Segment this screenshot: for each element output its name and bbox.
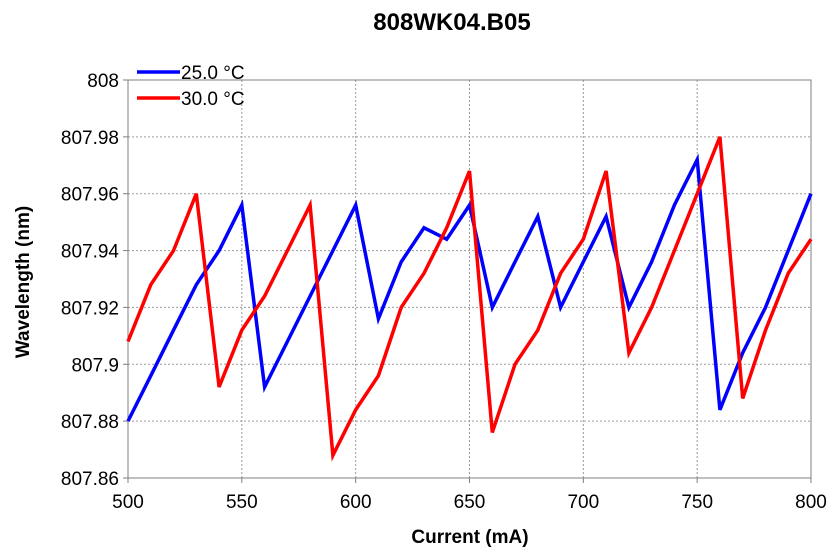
x-tick-label: 800 xyxy=(795,492,827,513)
y-tick-label: 807.96 xyxy=(61,185,119,206)
x-tick-label: 700 xyxy=(567,492,599,513)
grid xyxy=(128,80,811,478)
legend-label-1: 25.0 °C xyxy=(181,63,245,84)
series-line-2 xyxy=(126,136,813,462)
y-axis-title: Wavelength (nm) xyxy=(13,206,34,358)
series-line-1 xyxy=(126,153,813,422)
x-tick-label: 600 xyxy=(340,492,372,513)
chart-title: 808WK04.B05 xyxy=(373,9,530,36)
y-tick-label: 807.98 xyxy=(61,128,119,149)
y-axis: 807.86 807.88 807.9 807.92 807.94 807.96 807.9… xyxy=(61,71,128,490)
y-tick-label: 808 xyxy=(87,71,119,92)
x-axis-title: Current (mA) xyxy=(411,527,528,548)
x-tick-label: 750 xyxy=(681,492,713,513)
y-tick-label: 807.88 xyxy=(61,412,119,433)
legend-label-2: 30.0 °C xyxy=(181,89,245,110)
y-tick-label: 807.86 xyxy=(61,469,119,490)
series-lines xyxy=(126,136,813,462)
x-axis: 500 550 600 650 700 750 800 xyxy=(112,478,827,513)
x-tick-label: 650 xyxy=(454,492,486,513)
y-tick-label: 807.9 xyxy=(71,355,119,376)
x-tick-label: 500 xyxy=(112,492,144,513)
y-tick-label: 807.94 xyxy=(61,242,120,263)
y-tick-label: 807.92 xyxy=(61,298,119,319)
legend: 25.0 °C 30.0 °C xyxy=(137,63,245,110)
x-tick-label: 550 xyxy=(226,492,258,513)
